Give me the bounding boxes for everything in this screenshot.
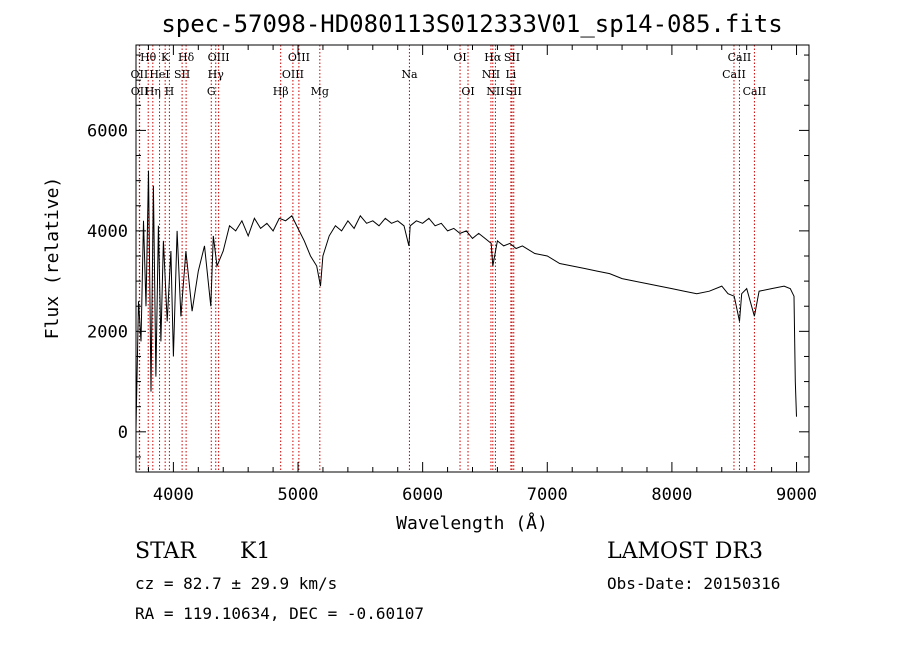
spectral-line-label: HeI bbox=[149, 68, 169, 81]
spectral-line-label: SII bbox=[504, 51, 520, 64]
spectral-line-label: Na bbox=[401, 68, 418, 81]
observation-date: Obs-Date: 20150316 bbox=[607, 574, 781, 593]
y-axis-ticks: 0 2000 4000 6000 bbox=[87, 54, 809, 458]
spectral-line-label: Hθ bbox=[140, 51, 157, 64]
y-tick-label: 6000 bbox=[87, 121, 128, 141]
spectral-line-label: Hδ bbox=[178, 51, 195, 64]
x-axis-ticks: 4000 5000 6000 7000 8000 9000 bbox=[147, 45, 817, 505]
spectral-line-label: OIII bbox=[288, 51, 310, 64]
y-tick-label: 0 bbox=[118, 423, 128, 443]
ra-dec-coordinates: RA = 119.10634, DEC = -0.60107 bbox=[135, 604, 424, 623]
spectral-line-label: K bbox=[161, 51, 170, 64]
spectral-line-markers bbox=[138, 45, 755, 472]
spectral-line-labels: HθOIIOIIHηHeIKHSIIHδGHγOIIIHβOIIIOIIIMgN… bbox=[131, 51, 767, 98]
y-tick-label: 4000 bbox=[87, 222, 128, 242]
spectral-line-label: SII bbox=[506, 85, 522, 98]
flux-series-line bbox=[135, 170, 797, 430]
spectral-line-label: Mg bbox=[311, 85, 329, 98]
redshift-cz: cz = 82.7 ± 29.9 km/s bbox=[135, 574, 338, 593]
x-tick-label: 8000 bbox=[651, 485, 692, 505]
spectral-line-label: Hα bbox=[484, 51, 502, 64]
y-tick-label: 2000 bbox=[87, 322, 128, 342]
spectral-line-label: OI bbox=[453, 51, 466, 64]
spectral-line-label: Hβ bbox=[273, 85, 289, 98]
x-tick-label: 4000 bbox=[153, 485, 194, 505]
spectral-line-label: CaII bbox=[722, 68, 746, 81]
spectral-line-label: OIII bbox=[208, 51, 230, 64]
spectral-line-label: OII bbox=[131, 85, 149, 98]
spectral-line-label: NII bbox=[486, 85, 504, 98]
spectral-line-label: OII bbox=[131, 68, 149, 81]
x-tick-label: 5000 bbox=[278, 485, 319, 505]
spectral-line-label: Hη bbox=[145, 85, 161, 98]
spectral-line-label: G bbox=[207, 85, 216, 98]
x-tick-label: 6000 bbox=[402, 485, 443, 505]
plot-frame bbox=[135, 44, 810, 473]
chart-title: spec-57098-HD080113S012333V01_sp14-085.f… bbox=[161, 10, 782, 38]
y-axis-label: Flux (relative) bbox=[42, 177, 63, 340]
spectral-line-label: SII bbox=[174, 68, 190, 81]
spectral-line-label: CaII bbox=[728, 51, 752, 64]
object-class: STAR bbox=[135, 539, 196, 564]
spectral-line-label: CaII bbox=[743, 85, 767, 98]
x-tick-label: 9000 bbox=[776, 485, 817, 505]
survey-name: LAMOST DR3 bbox=[607, 539, 763, 564]
spectral-line-label: H bbox=[165, 85, 175, 98]
spectral-line-label: Hγ bbox=[208, 68, 225, 81]
object-subclass: K1 bbox=[240, 539, 271, 564]
spectral-line-label: OIII bbox=[282, 68, 304, 81]
spectral-line-label: Li bbox=[505, 68, 516, 81]
x-axis-label: Wavelength (Å) bbox=[396, 512, 548, 534]
spectral-line-label: OI bbox=[461, 85, 474, 98]
spectral-line-label: NII bbox=[482, 68, 500, 81]
x-tick-label: 7000 bbox=[527, 485, 568, 505]
